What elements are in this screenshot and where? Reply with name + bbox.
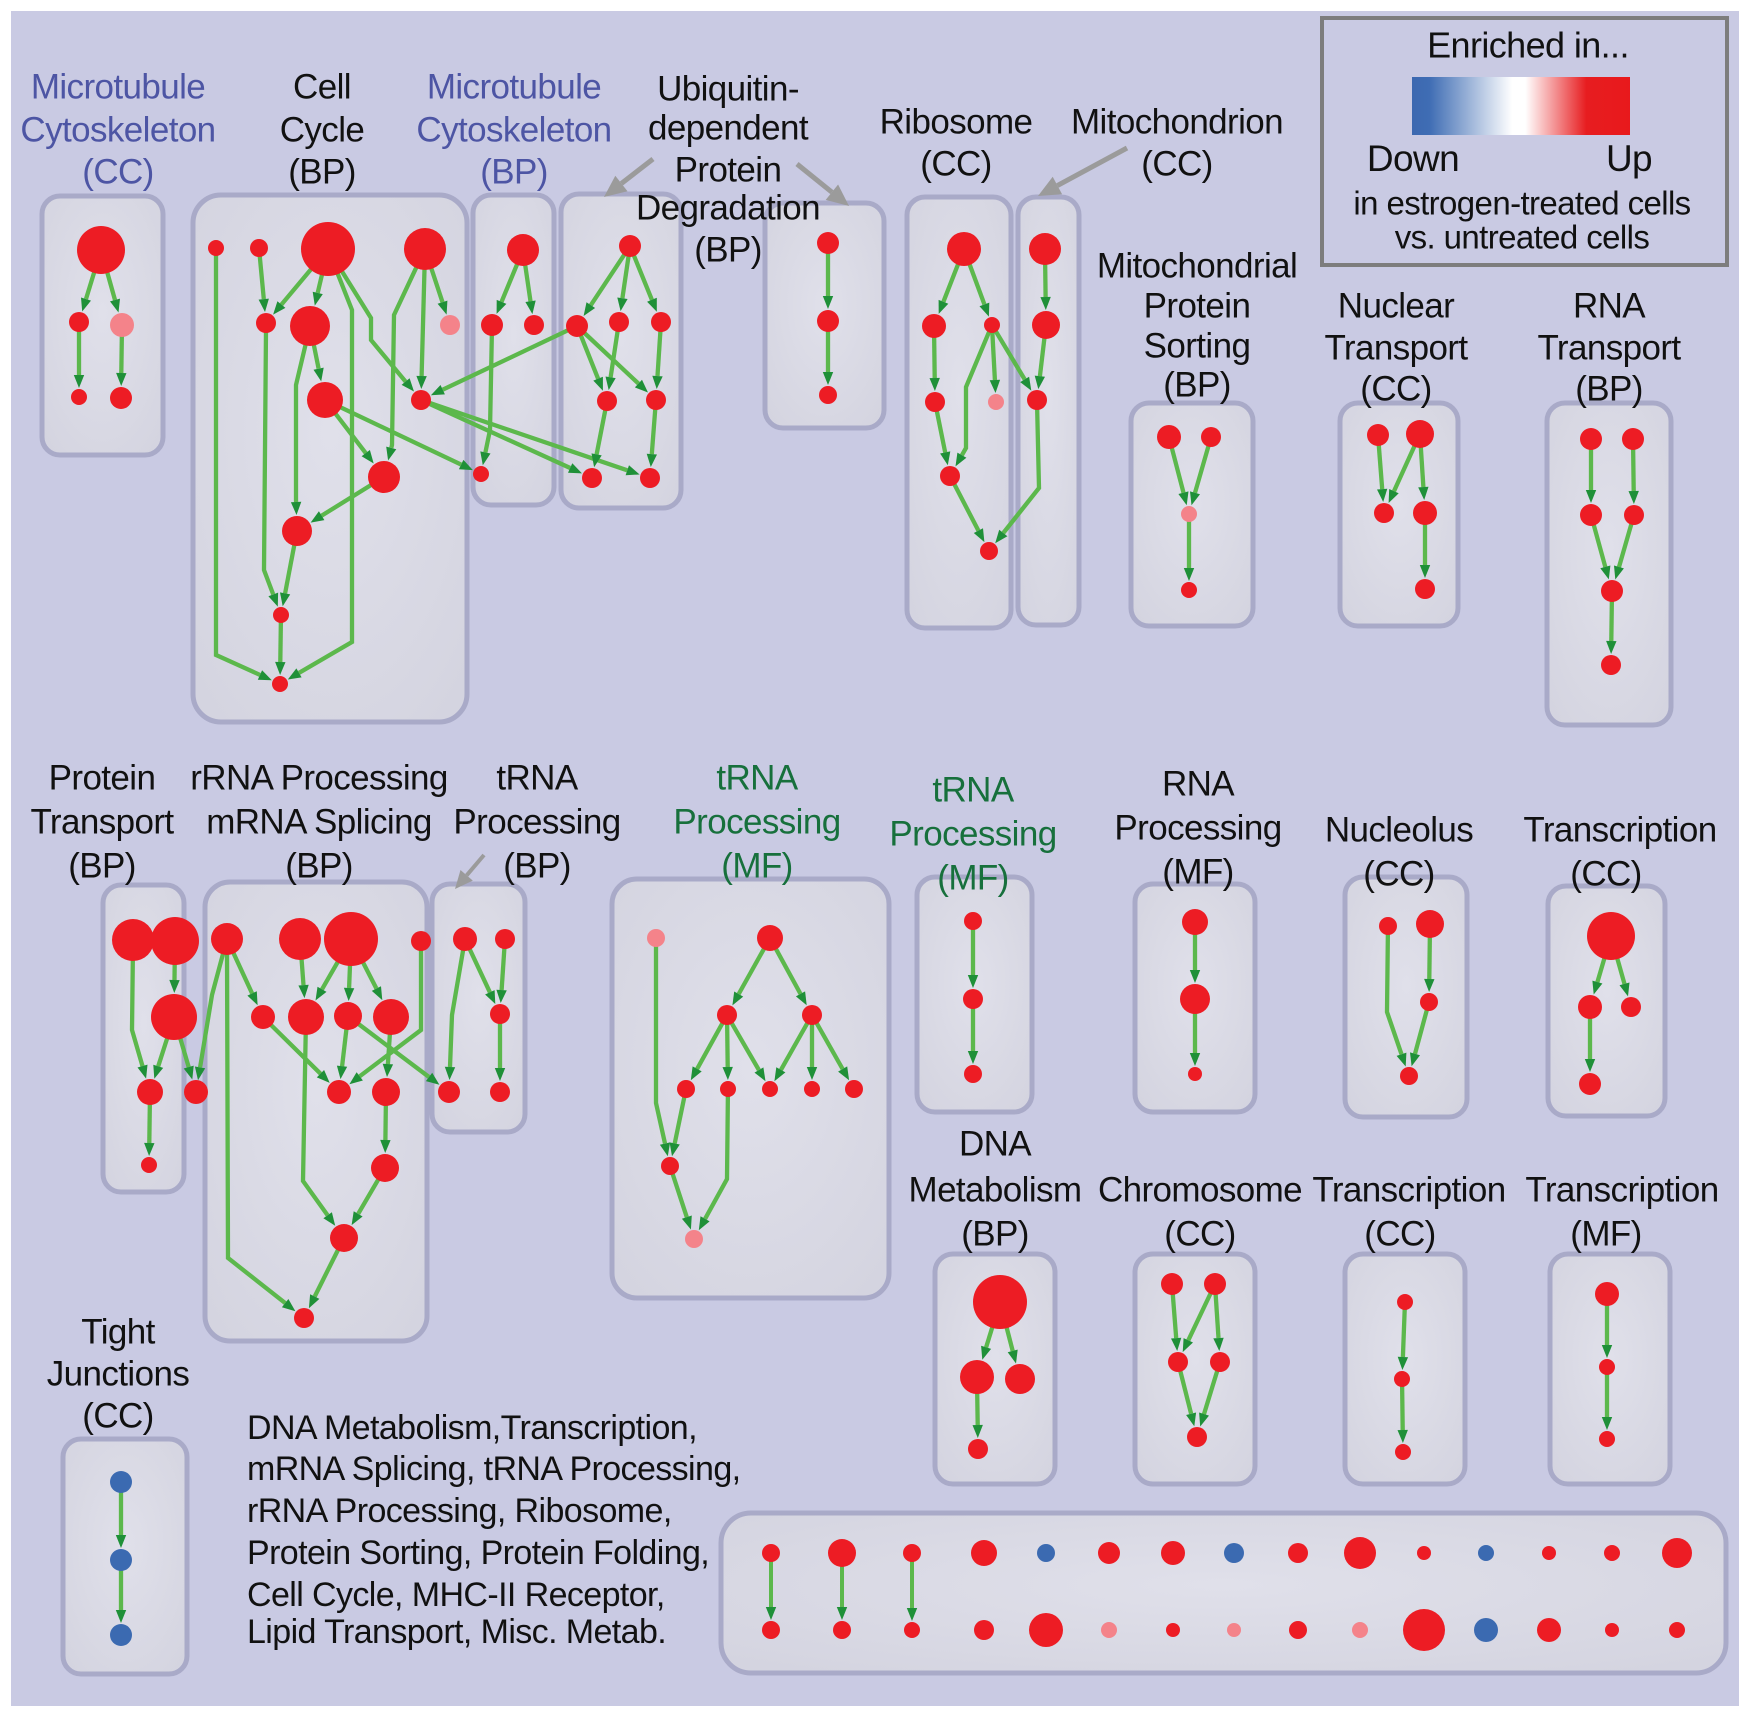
svg-text:RNA: RNA <box>1162 764 1235 803</box>
svg-text:Nucleolus: Nucleolus <box>1325 810 1473 849</box>
svg-text:(BP): (BP) <box>694 230 762 269</box>
svg-text:(MF): (MF) <box>937 858 1008 897</box>
svg-text:tRNA: tRNA <box>932 770 1014 809</box>
svg-text:Enriched in...: Enriched in... <box>1427 25 1629 66</box>
svg-text:RNA: RNA <box>1573 286 1646 325</box>
svg-text:tRNA: tRNA <box>496 758 578 797</box>
svg-text:Degradation: Degradation <box>636 188 820 227</box>
svg-text:(BP): (BP) <box>1163 365 1231 404</box>
svg-text:mRNA Splicing, tRNA Processing: mRNA Splicing, tRNA Processing, <box>247 1450 740 1488</box>
svg-text:Protein: Protein <box>675 150 782 189</box>
svg-text:vs. untreated cells: vs. untreated cells <box>1395 219 1650 256</box>
svg-text:rRNA Processing: rRNA Processing <box>190 758 447 797</box>
svg-text:(BP): (BP) <box>68 846 136 885</box>
svg-text:tRNA: tRNA <box>716 758 798 797</box>
svg-text:(BP): (BP) <box>503 846 571 885</box>
svg-text:(CC): (CC) <box>82 1396 153 1435</box>
svg-text:Protein Sorting, Protein Foldi: Protein Sorting, Protein Folding, <box>247 1534 709 1572</box>
svg-text:Transport: Transport <box>1537 328 1681 367</box>
svg-text:Protein: Protein <box>1144 286 1251 325</box>
svg-text:Protein: Protein <box>49 758 156 797</box>
svg-text:Processing: Processing <box>673 802 840 841</box>
svg-text:(CC): (CC) <box>82 152 153 191</box>
svg-text:Up: Up <box>1606 138 1652 179</box>
svg-text:Junctions: Junctions <box>47 1354 190 1393</box>
svg-text:Cell Cycle, MHC-II Receptor,: Cell Cycle, MHC-II Receptor, <box>247 1576 665 1614</box>
svg-text:Metabolism: Metabolism <box>909 1170 1082 1209</box>
svg-text:(BP): (BP) <box>1575 369 1643 408</box>
svg-text:(BP): (BP) <box>288 152 356 191</box>
svg-text:Processing: Processing <box>889 814 1056 853</box>
svg-text:(MF): (MF) <box>1570 1214 1641 1253</box>
svg-text:(MF): (MF) <box>1162 852 1233 891</box>
svg-text:DNA Metabolism,Transcription,: DNA Metabolism,Transcription, <box>247 1409 697 1447</box>
svg-text:Cell: Cell <box>293 67 351 106</box>
svg-text:(CC): (CC) <box>1360 369 1431 408</box>
svg-text:Transport: Transport <box>1324 328 1468 367</box>
svg-text:(MF): (MF) <box>721 846 792 885</box>
svg-text:(CC): (CC) <box>1363 854 1434 893</box>
svg-text:Mitochondrial: Mitochondrial <box>1097 246 1297 285</box>
svg-text:Nuclear: Nuclear <box>1338 286 1455 325</box>
svg-text:rRNA Processing, Ribosome,: rRNA Processing, Ribosome, <box>247 1492 672 1530</box>
svg-text:(BP): (BP) <box>285 846 353 885</box>
svg-text:(CC): (CC) <box>920 144 991 183</box>
svg-text:Transport: Transport <box>30 802 174 841</box>
svg-text:Lipid Transport, Misc. Metab.: Lipid Transport, Misc. Metab. <box>247 1613 666 1651</box>
svg-text:(CC): (CC) <box>1141 144 1212 183</box>
svg-text:Transcription: Transcription <box>1523 810 1716 849</box>
svg-text:DNA: DNA <box>959 1124 1032 1163</box>
svg-text:Cycle: Cycle <box>280 110 365 149</box>
svg-text:(BP): (BP) <box>480 152 548 191</box>
svg-text:Sorting: Sorting <box>1144 326 1251 365</box>
svg-text:Down: Down <box>1367 138 1459 179</box>
svg-text:dependent: dependent <box>648 108 809 147</box>
svg-text:Ubiquitin-: Ubiquitin- <box>657 69 799 108</box>
svg-text:Transcription: Transcription <box>1312 1170 1505 1209</box>
svg-text:Tight: Tight <box>81 1312 155 1351</box>
svg-text:Processing: Processing <box>1114 808 1281 847</box>
svg-text:in estrogen-treated cells: in estrogen-treated cells <box>1353 185 1690 222</box>
svg-text:Cytoskeleton: Cytoskeleton <box>20 110 215 149</box>
svg-text:Microtubule: Microtubule <box>427 67 601 106</box>
svg-text:(CC): (CC) <box>1570 854 1641 893</box>
svg-text:(CC): (CC) <box>1364 1214 1435 1253</box>
svg-text:Ribosome: Ribosome <box>880 102 1033 141</box>
svg-text:Transcription: Transcription <box>1525 1170 1718 1209</box>
svg-text:Processing: Processing <box>453 802 620 841</box>
svg-text:(BP): (BP) <box>961 1214 1029 1253</box>
svg-text:Mitochondrion: Mitochondrion <box>1071 102 1283 141</box>
svg-text:mRNA Splicing: mRNA Splicing <box>206 802 432 841</box>
svg-text:Chromosome: Chromosome <box>1098 1170 1302 1209</box>
svg-text:(CC): (CC) <box>1164 1214 1235 1253</box>
svg-text:Cytoskeleton: Cytoskeleton <box>416 110 611 149</box>
svg-text:Microtubule: Microtubule <box>31 67 205 106</box>
